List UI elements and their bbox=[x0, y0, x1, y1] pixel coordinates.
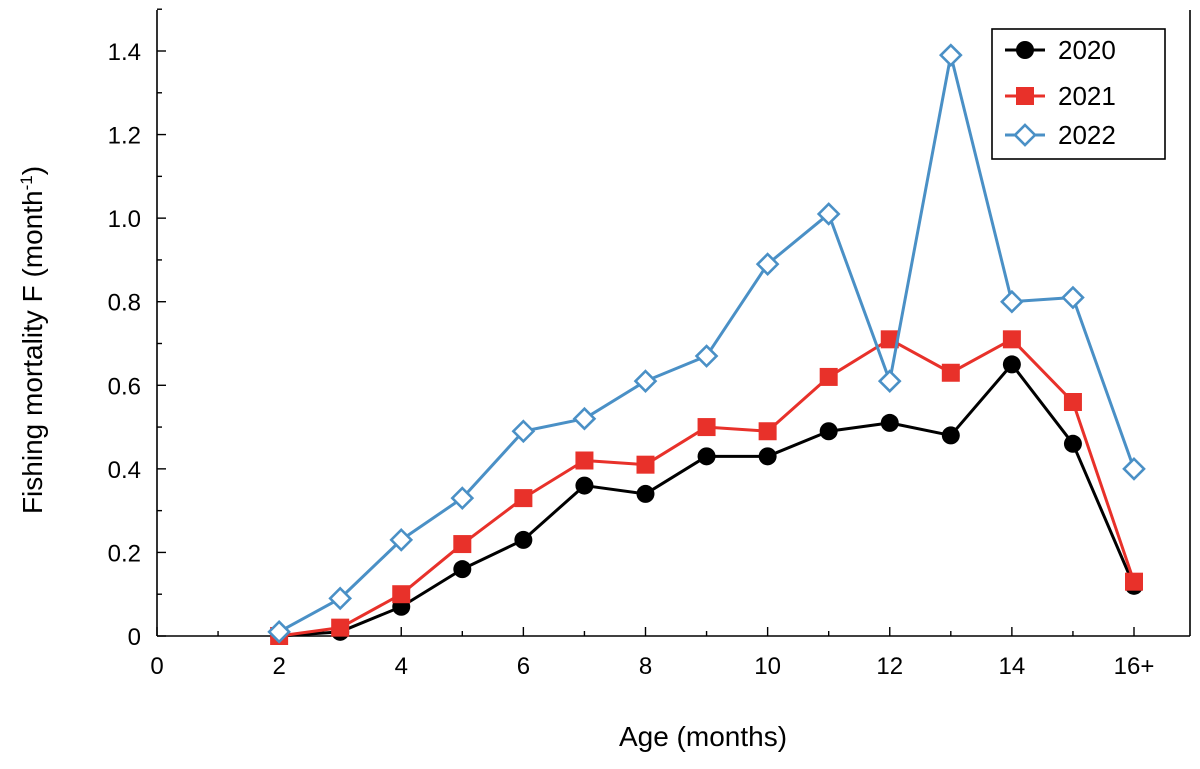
data-point-2022 bbox=[1061, 285, 1085, 310]
x-tick-labels: 0 2 4 6 8 10 12 14 16+ bbox=[150, 653, 1154, 680]
y-tick-label: 1.4 bbox=[108, 39, 141, 66]
x-tick-label: 10 bbox=[754, 653, 781, 680]
data-point-2020 bbox=[1002, 355, 1021, 374]
data-point-2021 bbox=[636, 455, 655, 474]
x-axis-label: Age (months) bbox=[619, 721, 787, 752]
data-point-2022 bbox=[633, 369, 658, 393]
tick-marks bbox=[156, 8, 1135, 637]
data-point-2020 bbox=[1063, 434, 1082, 453]
data-point-2021 bbox=[1002, 330, 1021, 349]
data-point-2020 bbox=[575, 476, 594, 495]
legend-label: 2021 bbox=[1058, 81, 1116, 111]
series-2021 bbox=[270, 330, 1143, 645]
legend-swatch-marker bbox=[1016, 87, 1034, 105]
data-point-2020 bbox=[819, 422, 838, 441]
data-point-2022 bbox=[1122, 457, 1146, 481]
x-tick-label: 16+ bbox=[1114, 653, 1155, 680]
y-tick-label: 0.4 bbox=[108, 457, 141, 484]
y-axis-label-superscript: -1 bbox=[17, 175, 36, 190]
legend-item-2020: 2020 bbox=[1005, 35, 1116, 65]
data-point-2022 bbox=[450, 486, 475, 510]
series-layer bbox=[267, 43, 1146, 645]
data-point-2022 bbox=[572, 406, 597, 431]
x-tick-label: 12 bbox=[876, 653, 903, 680]
y-tick-label: 0.2 bbox=[108, 540, 141, 567]
data-point-2020 bbox=[453, 560, 472, 579]
y-tick-label: 0 bbox=[128, 624, 141, 651]
y-tick-label: 0.8 bbox=[108, 290, 141, 317]
data-point-2020 bbox=[514, 530, 533, 549]
x-tick-label: 0 bbox=[150, 653, 163, 680]
data-point-2021 bbox=[1063, 393, 1082, 411]
legend-item-2022: 2022 bbox=[1005, 120, 1116, 150]
data-point-2021 bbox=[514, 489, 533, 508]
y-tick-label: 1.0 bbox=[108, 206, 141, 233]
x-tick-label: 4 bbox=[395, 653, 408, 680]
data-point-2021 bbox=[758, 422, 777, 441]
data-point-2021 bbox=[880, 330, 899, 349]
data-point-2021 bbox=[941, 363, 960, 382]
data-point-2021 bbox=[697, 418, 716, 437]
data-point-2022 bbox=[328, 586, 353, 611]
data-point-2022 bbox=[389, 528, 414, 552]
x-tick-label: 6 bbox=[517, 653, 530, 680]
y-tick-label: 1.2 bbox=[108, 123, 141, 150]
legend-items: 2020 2021 2022 bbox=[1005, 35, 1116, 150]
data-point-2021 bbox=[453, 535, 472, 554]
y-axis-label-close: ) bbox=[17, 166, 48, 175]
y-tick-labels: 0 0.2 0.4 0.6 0.8 1.0 1.2 1.4 bbox=[108, 39, 141, 651]
data-point-2022 bbox=[755, 252, 780, 276]
data-point-2022 bbox=[877, 369, 902, 393]
data-point-2020 bbox=[697, 447, 716, 466]
x-tick-label: 14 bbox=[999, 653, 1026, 680]
data-point-2022 bbox=[816, 202, 841, 226]
y-tick-label: 0.6 bbox=[108, 373, 141, 400]
data-point-2020 bbox=[636, 484, 655, 503]
data-point-2022 bbox=[267, 619, 291, 644]
y-axis-label: Fishing mortality F (month-1) bbox=[17, 166, 48, 514]
x-tick-label: 8 bbox=[639, 653, 652, 680]
data-point-2021 bbox=[819, 367, 838, 386]
legend-swatch-marker bbox=[1016, 41, 1034, 59]
series-2022 bbox=[267, 43, 1146, 644]
legend-label: 2020 bbox=[1058, 35, 1116, 65]
data-point-2020 bbox=[880, 413, 899, 432]
data-point-2022 bbox=[694, 344, 719, 368]
data-point-2021 bbox=[331, 618, 350, 637]
legend-item-2021: 2021 bbox=[1005, 81, 1116, 111]
data-point-2022 bbox=[938, 43, 963, 68]
data-point-2021 bbox=[575, 451, 594, 470]
legend-swatch-marker bbox=[1013, 123, 1037, 147]
data-point-2021 bbox=[392, 585, 411, 604]
data-point-2021 bbox=[1125, 572, 1143, 591]
data-point-2022 bbox=[1000, 289, 1024, 314]
x-tick-label: 2 bbox=[272, 653, 285, 680]
data-point-2020 bbox=[941, 426, 960, 445]
data-point-2020 bbox=[758, 447, 777, 466]
data-point-2022 bbox=[511, 419, 536, 444]
legend-label: 2022 bbox=[1058, 120, 1116, 150]
y-axis-label-main: Fishing mortality F (month bbox=[17, 190, 48, 514]
legend: 2020 2021 2022 bbox=[991, 28, 1166, 160]
